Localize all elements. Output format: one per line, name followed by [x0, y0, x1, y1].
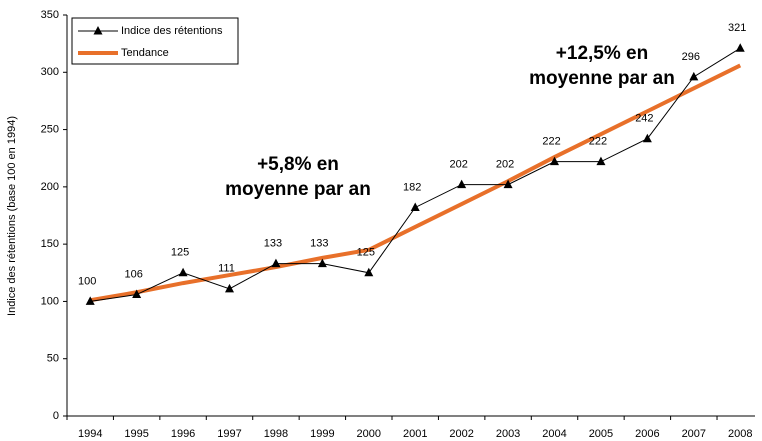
- trend-line: [89, 63, 742, 303]
- x-tick-label: 1997: [217, 428, 241, 440]
- x-tick-label: 2006: [635, 428, 659, 440]
- data-label: 222: [589, 136, 607, 148]
- y-axis-label: Indice des rétentions (base 100 en 1994): [6, 116, 18, 316]
- marker: [503, 179, 513, 189]
- y-tick-label: 200: [41, 181, 59, 193]
- y-tick-label: 250: [41, 123, 59, 135]
- data-label: 182: [403, 181, 421, 193]
- marker: [689, 71, 699, 81]
- x-tick-label: 1998: [264, 428, 288, 440]
- annotation: moyenne par an: [529, 68, 675, 89]
- x-tick-label: 2005: [589, 428, 613, 440]
- marker: [178, 267, 188, 277]
- marker: [225, 283, 235, 293]
- marker: [364, 267, 374, 277]
- x-tick-label: 1996: [171, 428, 195, 440]
- marker: [132, 289, 142, 299]
- marker: [550, 156, 560, 166]
- data-label: 100: [78, 275, 96, 287]
- y-tick-label: 300: [41, 66, 59, 78]
- annotation: +12,5% en: [556, 43, 648, 64]
- x-tick-label: 2000: [357, 428, 381, 440]
- y-tick-label: 350: [41, 9, 59, 21]
- legend-box: [71, 17, 239, 65]
- y-tick-label: 50: [47, 353, 59, 365]
- data-label: 111: [218, 263, 235, 275]
- x-tick-label: 1995: [124, 428, 148, 440]
- data-label: 125: [171, 247, 189, 259]
- annotation: +5,8% en: [257, 154, 339, 175]
- data-label: 242: [635, 113, 653, 125]
- data-label: 202: [449, 158, 467, 170]
- y-tick-label: 100: [41, 295, 59, 307]
- data-label: 106: [124, 268, 142, 280]
- y-tick-label: 150: [41, 238, 59, 250]
- data-label: 133: [264, 238, 282, 250]
- x-tick-label: 2008: [728, 428, 752, 440]
- x-tick-label: 1999: [310, 428, 334, 440]
- marker: [642, 133, 652, 143]
- x-tick-label: 2001: [403, 428, 427, 440]
- data-label: 222: [542, 136, 560, 148]
- data-label: 133: [310, 238, 328, 250]
- annotation: moyenne par an: [225, 179, 371, 200]
- marker: [317, 258, 327, 268]
- x-tick-label: 2004: [542, 428, 566, 440]
- data-label: 321: [728, 22, 746, 34]
- legend-marker: [93, 26, 103, 35]
- marker: [735, 43, 745, 52]
- marker: [85, 296, 95, 305]
- x-tick-label: 2007: [682, 428, 706, 440]
- legend-label: Indice des rétentions: [121, 25, 223, 37]
- data-label: 296: [682, 51, 700, 63]
- data-label: 202: [496, 158, 514, 170]
- x-tick-label: 2003: [496, 428, 520, 440]
- marker: [596, 156, 606, 166]
- marker: [457, 179, 467, 189]
- marker: [271, 258, 281, 268]
- data-label: 125: [357, 247, 375, 259]
- x-tick-label: 1994: [78, 428, 102, 440]
- legend-label: Tendance: [121, 47, 169, 59]
- x-tick-label: 2002: [449, 428, 473, 440]
- y-tick-label: 0: [53, 410, 59, 422]
- marker: [410, 202, 420, 211]
